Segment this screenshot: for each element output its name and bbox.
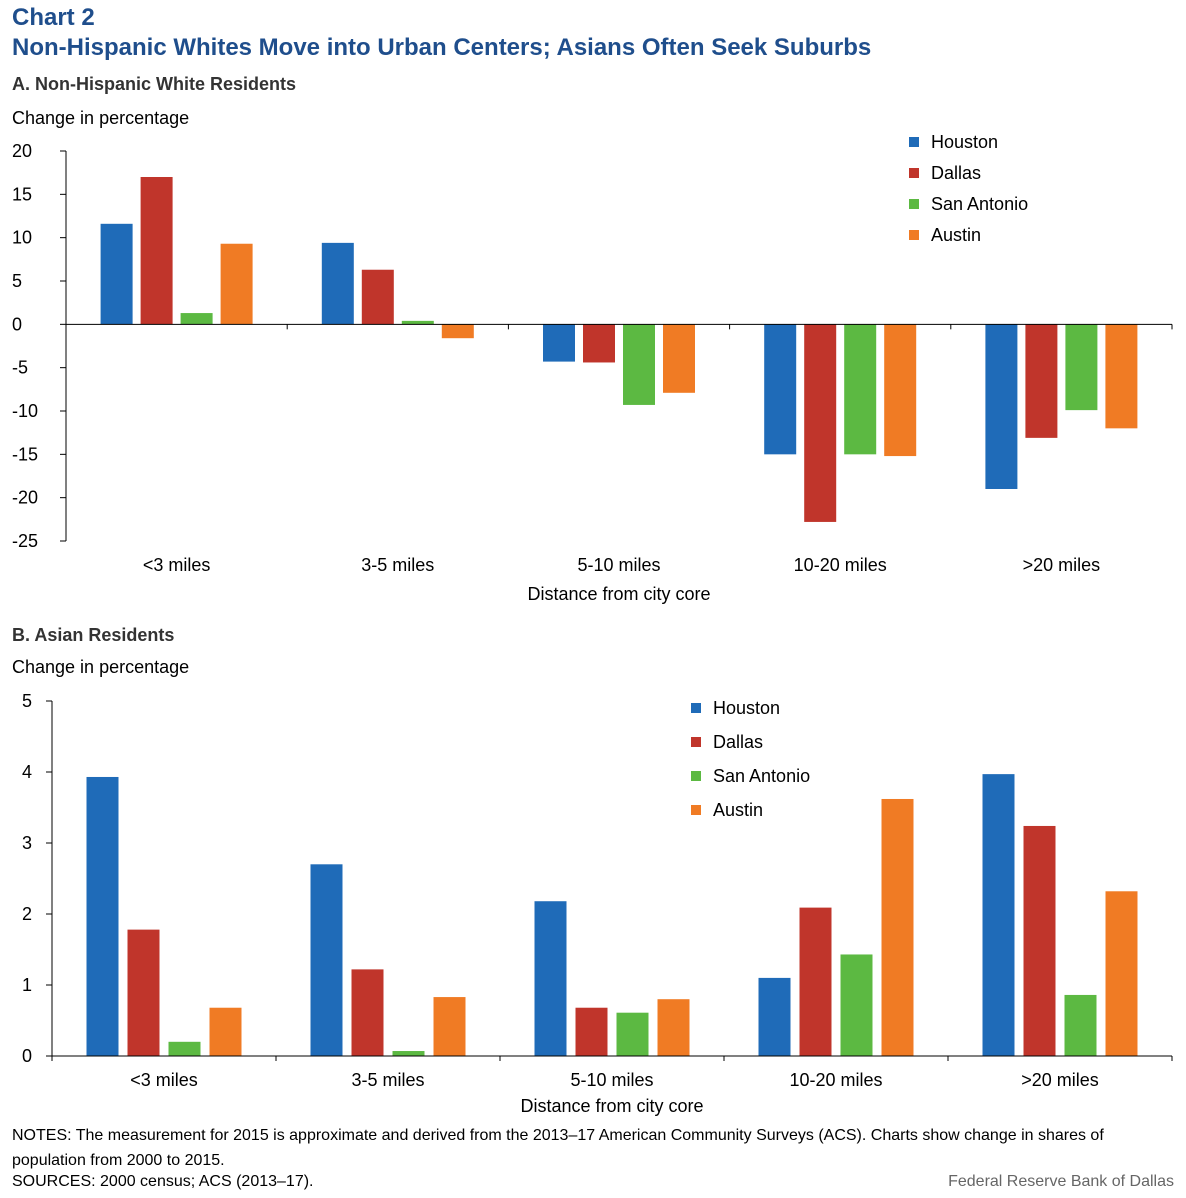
legend-swatch [909,168,919,178]
legend-label: Houston [931,132,998,152]
legend-label: Austin [931,225,981,245]
bar-houston [764,324,797,455]
bar-austin [657,999,690,1056]
y-tick-label: 4 [22,762,32,782]
legend-swatch [691,703,701,713]
y-tick-label: 5 [12,271,22,291]
bar-san-antonio [401,320,434,325]
bar-san-antonio [623,324,655,405]
bar-austin [881,798,914,1056]
y-tick-label: 0 [12,314,22,334]
bar-dallas [127,929,160,1056]
y-tick-label: 2 [22,904,32,924]
bar-dallas [1025,324,1058,438]
legend-swatch [691,737,701,747]
y-tick-label: 20 [12,141,32,161]
sources: SOURCES: 2000 census; ACS (2013–17). [12,1173,314,1190]
y-tick-label: 0 [22,1046,32,1066]
bar-houston [86,776,119,1056]
y-tick-label: 3 [22,833,32,853]
bar-houston [985,324,1018,489]
bar-houston [100,223,133,325]
bar-dallas [799,907,832,1056]
panel-b-ylabel: Change in percentage [12,657,190,677]
y-tick-label: 10 [12,228,32,248]
bar-austin [433,997,466,1056]
x-tick-label: >20 miles [1021,1070,1099,1090]
bar-dallas [140,177,173,325]
legend-swatch [909,230,919,240]
bar-houston [534,901,567,1056]
y-tick-label: -10 [12,401,38,421]
legend-label: San Antonio [713,766,810,786]
y-tick-label: -5 [12,358,28,378]
bar-dallas [804,324,837,522]
x-tick-label: <3 miles [130,1070,198,1090]
chart-title: Non-Hispanic Whites Move into Urban Cent… [12,34,872,61]
bar-dallas [1023,825,1056,1056]
y-tick-label: 5 [22,691,32,711]
bar-austin [441,324,474,339]
bar-austin [209,1007,242,1056]
bar-san-antonio [1064,994,1097,1056]
x-tick-label: 3-5 miles [351,1070,424,1090]
x-tick-label: <3 miles [143,555,211,575]
bar-dallas [583,324,615,363]
x-tick-label: 5-10 miles [577,555,660,575]
legend-label: Houston [713,698,780,718]
credit: Federal Reserve Bank of Dallas [948,1173,1174,1190]
x-tick-label: >20 miles [1023,555,1101,575]
bar-austin [220,243,253,325]
bar-houston [543,324,575,362]
legend-label: Dallas [713,732,763,752]
x-tick-label: 5-10 miles [570,1070,653,1090]
legend-label: Austin [713,800,763,820]
bar-dallas [361,269,394,325]
bar-san-antonio [1065,324,1098,411]
x-tick-label: 3-5 miles [361,555,434,575]
notes: NOTES: The measurement for 2015 is appro… [12,1127,1104,1169]
panel-a-ylabel: Change in percentage [12,108,190,128]
panel-a-title: A. Non-Hispanic White Residents [12,74,297,94]
bar-dallas [575,1007,608,1056]
bar-austin [884,324,917,457]
bar-austin [663,324,695,393]
legend-swatch [691,771,701,781]
x-axis-title: Distance from city core [527,584,710,604]
legend-label: Dallas [931,163,981,183]
x-tick-label: 10-20 miles [794,555,887,575]
y-tick-label: -20 [12,488,38,508]
panel-b-title: B. Asian Residents [12,625,175,645]
bar-san-antonio [168,1041,201,1056]
bar-san-antonio [392,1051,425,1056]
y-tick-label: 1 [22,975,32,995]
x-axis-title: Distance from city core [520,1096,703,1116]
bar-san-antonio [844,324,877,455]
y-tick-label: -15 [12,444,38,464]
bar-dallas [351,969,384,1056]
legend-swatch [909,199,919,209]
bar-austin [1105,324,1138,429]
y-tick-label: 15 [12,184,32,204]
legend-swatch [909,137,919,147]
bar-austin [1105,891,1138,1056]
y-tick-label: -25 [12,531,38,551]
x-tick-label: 10-20 miles [789,1070,882,1090]
legend-label: San Antonio [931,194,1028,214]
bar-san-antonio [840,954,873,1056]
bar-houston [310,864,343,1056]
bar-houston [758,977,791,1056]
bar-san-antonio [616,1012,649,1056]
chart-label: Chart 2 [12,4,95,31]
legend-swatch [691,805,701,815]
panel-b-chart: 5 4 3 2 1 0 <3 miles 3-5 miles 5-10 miles 10-20 m… [22,691,1173,1116]
bar-houston [982,774,1015,1056]
bar-houston [321,242,354,325]
bar-san-antonio [180,313,213,325]
panel-a-chart: 20 15 10 5 0 -5 -10 -15 -20 -25 <3 miles 3-5 miles 5… [12,132,1173,604]
